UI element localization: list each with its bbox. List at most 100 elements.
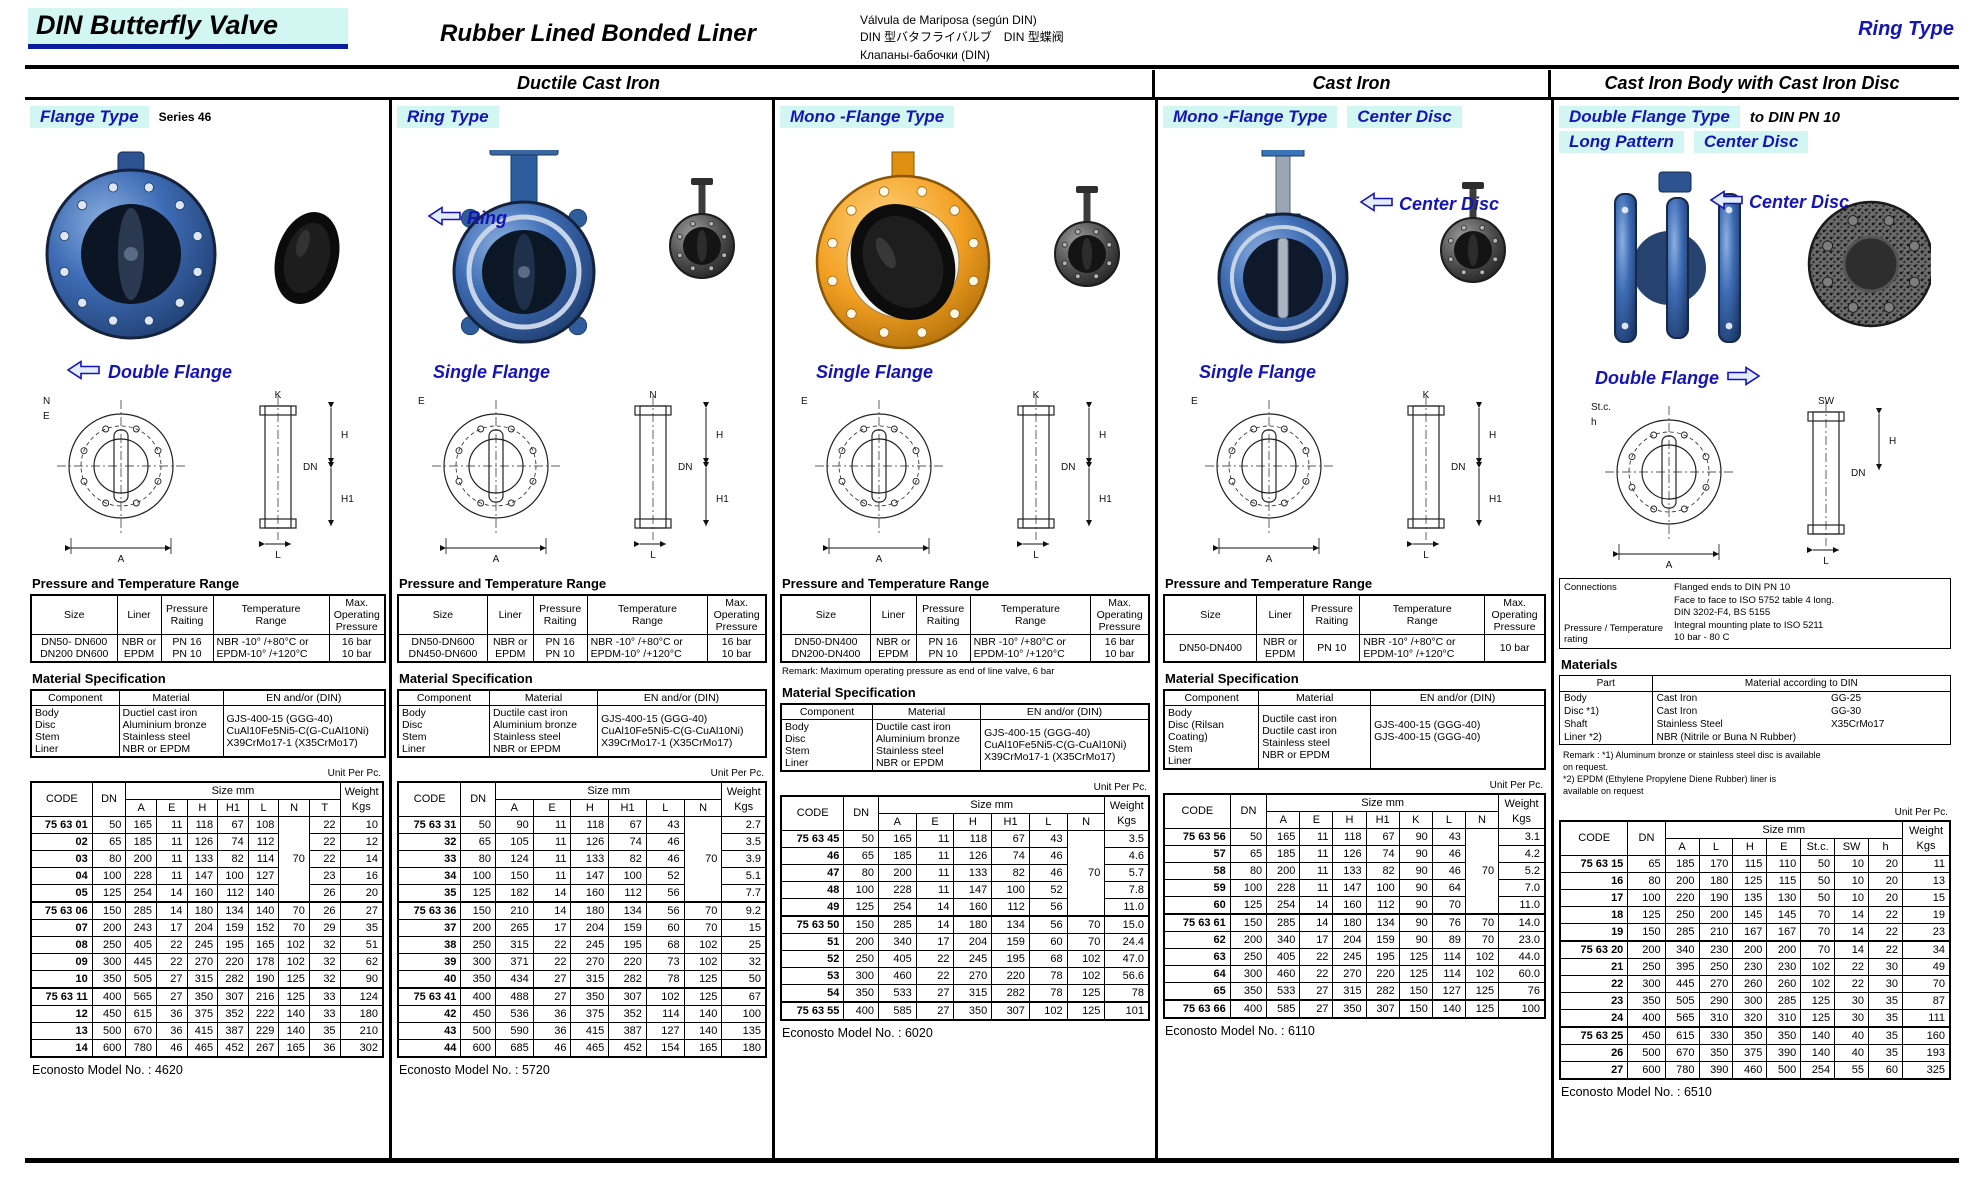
table-cell: Ductile cast iron Ductile cast iron Stainl… xyxy=(1258,705,1372,770)
code-header: CODE xyxy=(1163,793,1231,829)
dim-header: T xyxy=(308,799,341,817)
table-row: 75 63 66 400 585 27 350 307 150 140 125 100 xyxy=(1163,999,1546,1019)
value-cell: 112 xyxy=(608,884,647,903)
value-cell: 125 xyxy=(1464,999,1500,1019)
value-cell: 82 xyxy=(991,864,1030,882)
table-cell: Body Disc Stem Liner xyxy=(397,705,490,758)
value-cell: 3.9 xyxy=(721,850,767,868)
value-cell: 230 xyxy=(1732,958,1768,977)
code-cell: 10 xyxy=(30,970,93,989)
model-number: Econosto Model No. : 6510 xyxy=(1561,1085,1712,1100)
table-row: 13 500 670 36 415 387 229 140 35 210 xyxy=(30,1022,384,1040)
panel-divider xyxy=(389,100,392,1158)
value-cell: 74 xyxy=(608,833,647,851)
subtitle-label: Center Disc xyxy=(1347,106,1462,128)
value-cell: 105 xyxy=(494,833,534,851)
figure-area: Center Disc Single Flange A H DN H1 L K E xyxy=(1163,150,1546,568)
code-header: CODE xyxy=(397,781,462,817)
value-cell: 250 xyxy=(1698,958,1734,977)
value-cell: 70 xyxy=(278,901,310,920)
value-cell: 52 xyxy=(1028,881,1068,899)
value-cell: 130 xyxy=(1766,889,1802,908)
table-row: 64 300 460 22 270 220 125 114 102 60.0 xyxy=(1163,965,1546,983)
value-cell: 78 xyxy=(1028,984,1068,1003)
column-header: Material xyxy=(1258,689,1372,706)
pressure-table: Size Liner Pressure Raiting Temperature Range… xyxy=(1163,594,1546,663)
value-cell: 43 xyxy=(1028,830,1068,848)
panel-p4: Mono -Flange Type Center Disc Center Disc… xyxy=(1158,100,1551,1158)
value-cell: 180 xyxy=(1698,872,1734,891)
value-cell: 150 xyxy=(91,901,127,920)
value-cell: 133 xyxy=(570,850,610,868)
grade-cell xyxy=(1827,731,1951,745)
table-row: 40 350 434 27 315 282 78 125 50 xyxy=(397,970,767,989)
value-cell: 245 xyxy=(186,936,219,954)
column-header: Material xyxy=(488,689,599,706)
value-cell: 90 xyxy=(1398,913,1433,932)
value-cell: 76 xyxy=(1498,982,1546,1001)
table-row: 23 350 505 290 300 285 125 30 35 87 xyxy=(1559,992,1951,1011)
value-cell: 400 xyxy=(843,1001,879,1021)
subtitle-label: Ring Type xyxy=(397,106,499,128)
table-row: 75 63 41 400 488 27 350 307 102 125 67 xyxy=(397,987,767,1006)
value-cell: 600 xyxy=(91,1039,127,1058)
dn-header: DN xyxy=(1627,820,1666,857)
model-number: Econosto Model No. : 6020 xyxy=(782,1026,933,1040)
value-cell: 108 xyxy=(247,816,280,834)
table-row: 37 200 265 17 204 159 60 70 15 xyxy=(397,919,767,937)
table-cell: 10 bar xyxy=(1484,634,1546,663)
value-cell: 400 xyxy=(1229,999,1268,1019)
value-cell: 22 xyxy=(1834,958,1870,977)
value-cell: 200 xyxy=(1664,872,1700,891)
code-cell: 04 xyxy=(30,867,93,885)
panel-subtitle: Flange Type Series 46 xyxy=(30,100,384,148)
value-cell: 405 xyxy=(125,936,157,954)
value-cell: 11 xyxy=(915,864,955,882)
value-cell: 282 xyxy=(217,970,249,989)
dim-header: A xyxy=(125,799,157,817)
code-cell: 46 xyxy=(780,847,845,865)
value-cell: 46 xyxy=(1028,847,1068,865)
valve-photo xyxy=(815,151,1120,350)
section-header-row: Ductile Cast Iron Cast Iron Cast Iron Bo… xyxy=(25,70,1959,97)
value-cell: 434 xyxy=(494,970,534,989)
value-cell: 267 xyxy=(247,1039,280,1058)
value-cell: 22 xyxy=(532,936,572,954)
value-cell: 10 xyxy=(1834,872,1870,891)
value-cell: 228 xyxy=(125,867,157,885)
value-cell: 180 xyxy=(339,1005,384,1023)
svg-text:K: K xyxy=(1033,390,1040,401)
table-row: 04 100 228 11 147 100 127 23 16 xyxy=(30,867,384,885)
code-cell: 05 xyxy=(30,884,93,903)
value-cell: 70 xyxy=(1066,915,1106,934)
drawing-wrap: A H DN H1 L K E xyxy=(1163,388,1546,566)
code-cell: 75 63 45 xyxy=(780,830,845,848)
value-cell: 285 xyxy=(1766,992,1802,1011)
code-cell: 34 xyxy=(397,867,462,885)
table-row: 75 63 55 400 585 27 350 307 102 125 101 xyxy=(780,1001,1150,1021)
value-cell: 11 xyxy=(1299,879,1334,897)
value-cell: 450 xyxy=(91,1005,127,1023)
annotation-row: Single Flange xyxy=(397,356,767,388)
value-cell: 254 xyxy=(877,898,917,917)
figure-area: Single Flange A H DN H1 L K E xyxy=(780,150,1150,568)
panel-p2: Ring Type Ring Single Flange A xyxy=(392,100,772,1158)
value-cell: 70 xyxy=(278,919,310,937)
column-header: EN and/or (DIN) xyxy=(1370,689,1546,706)
table-cell: Ductile cast iron Aluminium bronze Stainle… xyxy=(488,705,599,758)
table-cell: Ductiel cast iron Aluminium bronze Stainle… xyxy=(118,705,224,758)
dim-header: N xyxy=(278,799,310,817)
technical-drawing: A H DN H1 L K E xyxy=(1191,390,1502,565)
value-cell: 390 xyxy=(1766,1044,1802,1063)
value-cell: 100 xyxy=(1627,889,1666,908)
pressure-remark: Remark: Maximum operating pressure as en… xyxy=(782,666,1055,677)
svg-text:H: H xyxy=(1489,430,1496,441)
merged-cell: 70 xyxy=(1464,828,1500,915)
panel-divider xyxy=(1551,100,1554,1158)
code-cell: 42 xyxy=(397,1005,462,1023)
value-cell: 3.5 xyxy=(721,833,767,851)
value-cell: 270 xyxy=(1332,965,1367,983)
value-cell: 102 xyxy=(278,953,310,971)
table-cell: GJS-400-15 (GGG-40) CuAl10Fe5Ni5-C(G-CuAl… xyxy=(980,719,1150,772)
merged-cell: 70 xyxy=(278,816,310,903)
